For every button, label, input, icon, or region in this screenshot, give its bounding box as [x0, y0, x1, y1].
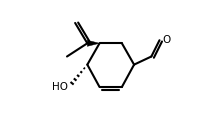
Text: O: O — [162, 35, 170, 45]
Polygon shape — [87, 40, 100, 46]
Text: HO: HO — [52, 82, 68, 92]
